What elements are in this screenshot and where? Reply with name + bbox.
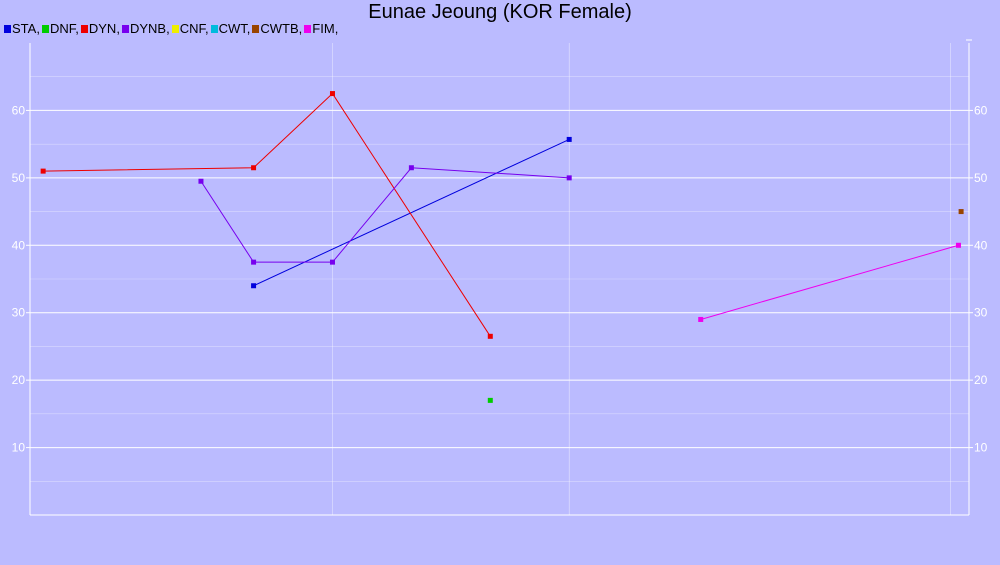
legend-item-cwtb: CWTB,	[252, 21, 302, 36]
y-tick-label-right: 20	[974, 373, 988, 387]
legend-separator: ,	[166, 21, 170, 36]
data-point-dynb	[198, 178, 204, 184]
y-tick-label-left: 20	[12, 373, 26, 387]
data-point-dynb	[251, 259, 257, 265]
legend-swatch	[252, 25, 260, 33]
legend-item-fim: FIM,	[304, 21, 338, 36]
legend-swatch	[41, 25, 49, 33]
series-line-sta	[253, 138, 570, 287]
legend-item-cnf: CNF,	[171, 21, 209, 36]
data-point-dynb	[408, 165, 414, 171]
data-point-dyn	[329, 91, 335, 97]
legend-item-cwt: CWT,	[210, 21, 251, 36]
legend: STA, DNF, DYN, DYNB, CNF, CWT, CWTB, FIM,	[4, 21, 340, 36]
legend-label: CWT	[218, 21, 247, 36]
legend-label: FIM	[312, 21, 335, 36]
data-point-dnf	[487, 397, 493, 403]
y-tick-label-right: 30	[974, 306, 988, 320]
legend-separator: ,	[298, 21, 303, 36]
y-tick-label-left: 60	[12, 103, 26, 117]
y-tick-label-left: 50	[12, 171, 26, 185]
legend-label: DNF	[49, 21, 76, 36]
data-point-dyn	[487, 333, 493, 339]
legend-separator: ,	[116, 21, 120, 36]
legend-separator: ,	[204, 21, 209, 36]
y-tick-label-right: 50	[974, 171, 988, 185]
data-point-dyn	[251, 165, 257, 171]
y-tick-label-left: 30	[12, 306, 26, 320]
series-line-dyn	[43, 92, 491, 337]
chart-title: Eunae Jeoung (KOR Female)	[368, 1, 632, 23]
legend-item-dynb: DYNB,	[121, 21, 170, 36]
y-tick-label-left: 10	[12, 441, 26, 455]
data-point-fim	[698, 316, 704, 322]
legend-swatch	[80, 25, 88, 33]
data-point-dynb	[329, 259, 335, 265]
legend-separator: ,	[75, 21, 79, 36]
legend-separator: ,	[36, 21, 40, 36]
y-tick-label-left: 40	[12, 238, 26, 252]
data-point-sta	[566, 136, 572, 142]
series-line-dynb	[200, 167, 570, 263]
y-tick-label-right: 60	[974, 103, 988, 117]
legend-label: CNF	[179, 21, 205, 36]
y-tick-label-right: 10	[974, 441, 988, 455]
series-line-fim	[700, 244, 959, 320]
legend-label: CWTB	[260, 21, 299, 36]
legend-swatch	[171, 25, 179, 33]
y-tick-label-right: 40	[974, 238, 988, 252]
data-point-dynb	[566, 175, 572, 181]
legend-item-sta: STA,	[4, 21, 40, 36]
legend-swatch	[4, 25, 11, 33]
legend-item-dyn: DYN,	[80, 21, 120, 36]
legend-separator: ,	[334, 21, 339, 36]
legend-swatch	[121, 25, 129, 33]
legend-swatch	[304, 25, 312, 33]
legend-separator: ,	[246, 21, 251, 36]
data-point-fim	[955, 242, 961, 248]
legend-swatch	[210, 25, 218, 33]
legend-label: DYN	[88, 21, 117, 36]
legend-label: DYNB	[129, 21, 167, 36]
legend-item-dnf: DNF,	[41, 21, 79, 36]
data-point-dyn	[40, 168, 46, 174]
legend-label: STA	[12, 21, 37, 36]
data-point-cwtb	[958, 209, 964, 215]
data-point-sta	[251, 283, 257, 289]
